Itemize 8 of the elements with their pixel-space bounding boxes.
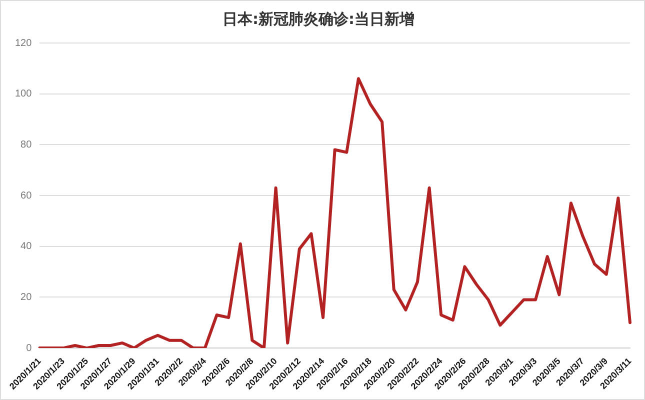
y-tick-label: 0 <box>26 342 32 354</box>
y-tick-label: 20 <box>20 292 32 303</box>
chart-title: 日本:新冠肺炎确诊:当日新增 <box>222 10 414 28</box>
y-tick-label: 40 <box>20 241 32 252</box>
y-tick-label: 120 <box>14 38 32 49</box>
y-tick-label: 60 <box>20 190 32 202</box>
y-tick-label: 100 <box>14 88 32 100</box>
y-tick-label: 80 <box>20 139 32 150</box>
